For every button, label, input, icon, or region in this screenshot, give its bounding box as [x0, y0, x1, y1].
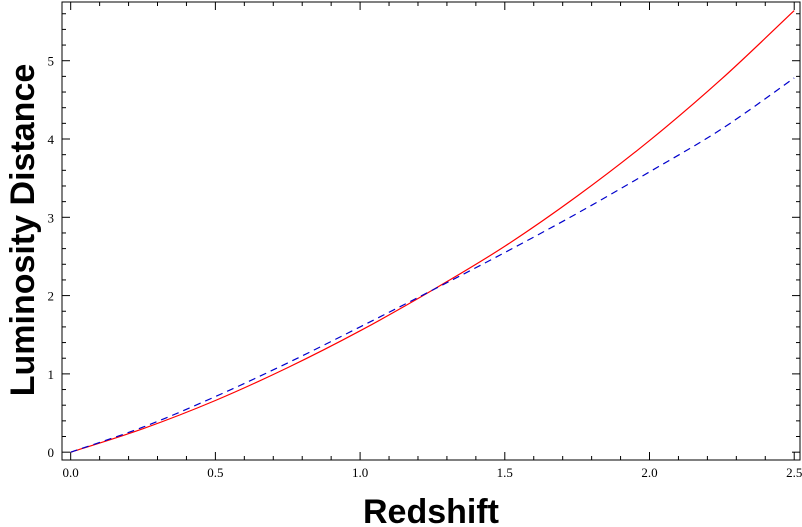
ticks-layer: 0.0 0.5 1.0 1.5 2.0 2.5 0 1 2 3 4 5: [48, 2, 802, 480]
x-tick-label: 0.5: [207, 465, 223, 480]
y-tick-label: 2: [48, 289, 55, 304]
y-tick-label: 5: [48, 54, 55, 69]
x-tick-label: 2.0: [641, 465, 657, 480]
y-tick-label: 1: [48, 367, 55, 382]
x-tick-label: 1.5: [497, 465, 513, 480]
y-tick-label: 4: [48, 132, 55, 147]
y-axis-title: Luminosity Distance: [4, 64, 42, 397]
x-tick-label: 0.0: [63, 465, 79, 480]
series-solid-line: [70, 10, 795, 453]
x-tick-label: 1.0: [352, 465, 368, 480]
x-axis-title: Redshift: [363, 493, 499, 527]
x-tick-label: 2.5: [786, 465, 802, 480]
y-tick-label: 3: [48, 210, 55, 225]
plot-frame: [61, 1, 801, 461]
y-tick-label: 0: [48, 445, 55, 460]
series-layer: [70, 10, 795, 453]
series-dashed-line: [70, 77, 795, 453]
